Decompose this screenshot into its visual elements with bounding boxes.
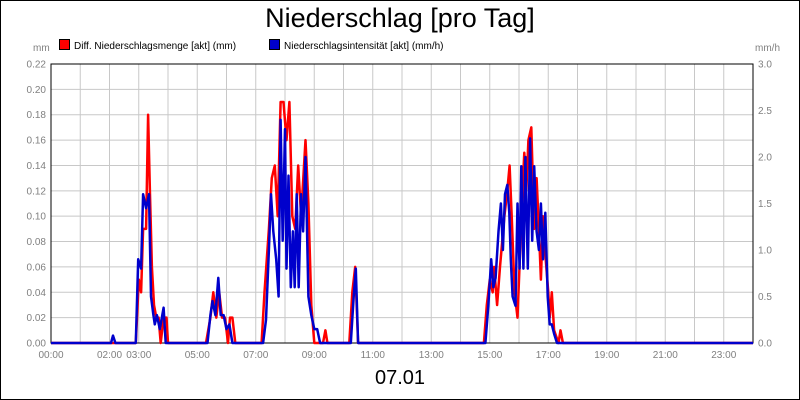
y-left-tick-label: 0.08 [27, 237, 47, 248]
y-left-tick-label: 0.10 [27, 212, 47, 223]
y-left-tick-label: 0.18 [27, 110, 47, 121]
y-right-tick-label: 0.0 [758, 339, 772, 350]
y-right-tick-label: 2.5 [758, 106, 772, 117]
x-tick-label: 07:00 [243, 350, 268, 361]
x-tick-label: 05:00 [185, 350, 210, 361]
y-left-unit: mm [33, 43, 50, 54]
x-tick-label: 19:00 [594, 350, 619, 361]
y-left-tick-label: 0.12 [27, 186, 47, 197]
legend-swatch-red [59, 39, 70, 50]
series-line-menge [51, 100, 753, 345]
y-left-tick-label: 0.02 [27, 313, 47, 324]
y-left-tick-label: 0.06 [27, 262, 47, 273]
chart-title: Niederschlag [pro Tag] [265, 3, 535, 33]
x-tick-label: 21:00 [653, 350, 678, 361]
date-label: 07.01 [374, 367, 426, 389]
legend-item-menge: Diff. Niederschlagsmenge [akt] (mm) [59, 39, 236, 52]
legend-item-intensitaet: Niederschlagsintensität [akt] (mm/h) [269, 39, 444, 52]
y-left-tick-label: 0.14 [27, 161, 47, 172]
x-tick-label: 15:00 [477, 350, 502, 361]
y-right-tick-label: 1.0 [758, 246, 772, 257]
x-tick-label: 23:00 [711, 350, 736, 361]
x-tick-label: 02:00 [97, 350, 122, 361]
legend-label-intensitaet: Niederschlagsintensität [akt] (mm/h) [284, 41, 444, 52]
y-right-tick-label: 0.5 [758, 292, 772, 303]
y-right-tick-label: 3.0 [758, 60, 772, 71]
x-tick-label: 03:00 [126, 350, 151, 361]
y-right-unit: mm/h [755, 43, 780, 54]
x-tick-label: 09:00 [302, 350, 327, 361]
y-left-tick-label: 0.20 [27, 85, 47, 96]
y-right-tick-label: 2.0 [758, 153, 772, 164]
y-right-tick-label: 1.5 [758, 199, 772, 210]
series-line-intensitaet [51, 118, 753, 345]
y-left-tick-label: 0.22 [27, 60, 47, 71]
x-tick-label: 13:00 [419, 350, 444, 361]
y-left-tick-label: 0.16 [27, 136, 47, 147]
x-tick-label: 11:00 [361, 350, 386, 361]
x-tick-label: 00:00 [38, 350, 63, 361]
legend-label-menge: Diff. Niederschlagsmenge [akt] (mm) [74, 41, 237, 52]
x-tick-label: 17:00 [536, 350, 561, 361]
y-left-tick-label: 0.00 [27, 339, 47, 350]
y-left-tick-label: 0.04 [27, 288, 47, 299]
legend-swatch-blue [269, 39, 280, 50]
